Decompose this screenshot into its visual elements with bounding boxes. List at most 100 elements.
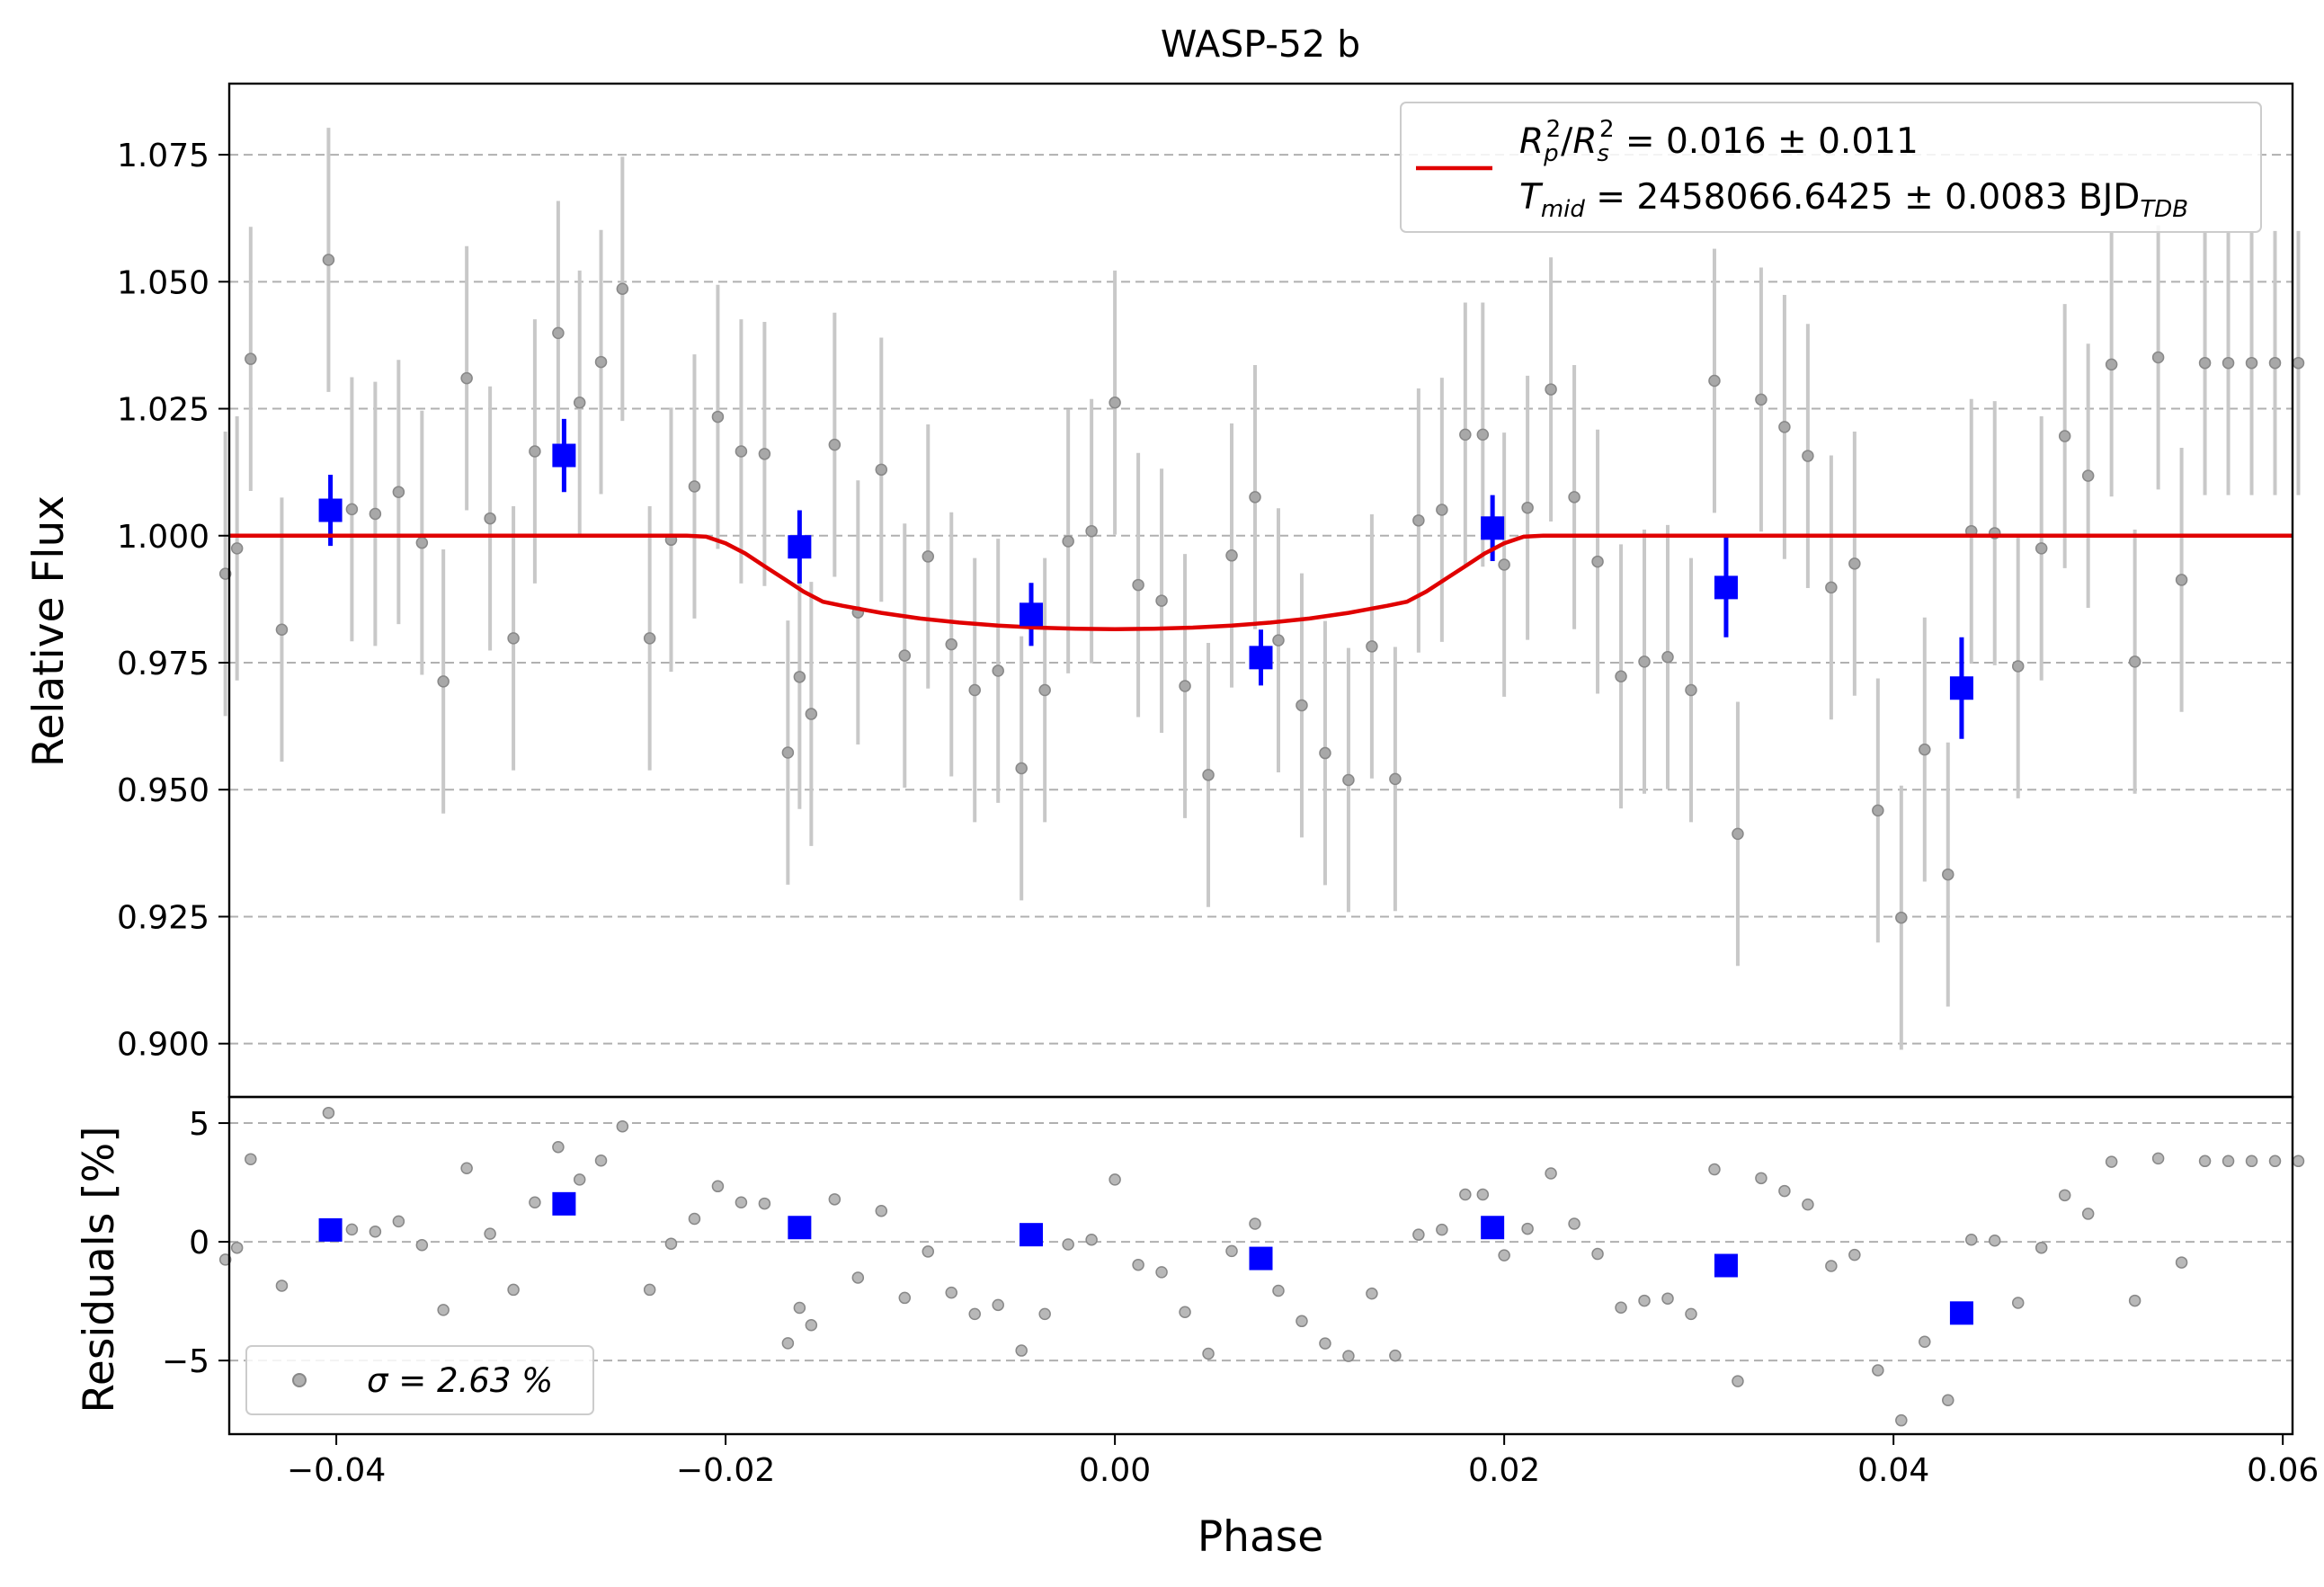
- raw-point: [1155, 594, 1168, 607]
- bottom-y-tick-label: 0: [189, 1225, 209, 1262]
- raw-point: [805, 708, 818, 720]
- binned-residual-point: [1481, 1216, 1505, 1240]
- raw-point: [230, 542, 244, 555]
- raw-point: [1459, 428, 1472, 441]
- residual-point: [2081, 1208, 2095, 1220]
- raw-point: [2081, 469, 2095, 482]
- residual-point: [992, 1298, 1004, 1312]
- residual-point: [1366, 1287, 1378, 1300]
- residual-point: [1436, 1223, 1448, 1236]
- raw-point: [1732, 827, 1744, 841]
- residual-point: [2198, 1155, 2212, 1168]
- residual-point: [1132, 1258, 1144, 1271]
- residual-point: [594, 1155, 608, 1167]
- residual-point: [573, 1173, 586, 1186]
- residual-point: [1459, 1188, 1472, 1201]
- residual-point: [1919, 1335, 1931, 1349]
- top-y-tick-label: 0.900: [117, 1027, 209, 1064]
- bottom-y-tick-label: −5: [162, 1343, 209, 1380]
- raw-point: [1802, 450, 1814, 462]
- residual-point: [1202, 1347, 1215, 1360]
- residual-point: [1296, 1315, 1308, 1328]
- binned-point: [1481, 516, 1505, 540]
- residual-point: [1272, 1284, 1285, 1297]
- raw-point: [2011, 660, 2025, 673]
- residual-point: [758, 1197, 771, 1210]
- residual-point: [1545, 1167, 1557, 1180]
- residual-point: [1615, 1301, 1627, 1314]
- x-axis-label: Phase: [1198, 1512, 1323, 1562]
- bottom-legend-box: [245, 1345, 594, 1415]
- raw-point: [616, 282, 629, 295]
- residual-point: [1015, 1344, 1028, 1357]
- residual-point: [968, 1307, 981, 1321]
- raw-point: [1062, 535, 1074, 548]
- residual-point: [1155, 1266, 1168, 1279]
- residual-point: [793, 1301, 806, 1315]
- top-y-tick-label: 1.075: [117, 138, 209, 174]
- raw-point: [1085, 524, 1098, 538]
- top-y-tick-label: 1.025: [117, 392, 209, 429]
- residual-point: [2222, 1155, 2235, 1168]
- top-y-tick-label: 1.050: [117, 264, 209, 301]
- binned-point: [1249, 646, 1273, 670]
- raw-point: [1919, 743, 1931, 756]
- raw-point: [992, 664, 1004, 677]
- residual-point: [643, 1283, 656, 1297]
- raw-point: [1848, 557, 1861, 570]
- y-axis-label-bottom: Residuals [%]: [75, 1126, 124, 1413]
- raw-point: [507, 632, 520, 645]
- residual-point: [1942, 1394, 1954, 1406]
- residual-point: [1661, 1292, 1674, 1305]
- raw-point: [643, 632, 656, 645]
- residual-point: [1498, 1249, 1510, 1262]
- x-tick-label: 0.00: [1079, 1452, 1151, 1489]
- raw-point: [1412, 514, 1425, 527]
- binned-residual-point: [1949, 1301, 1973, 1325]
- residual-point: [898, 1291, 912, 1305]
- residual-point: [437, 1304, 450, 1316]
- raw-point: [1319, 746, 1331, 760]
- residual-point: [460, 1162, 473, 1174]
- raw-point: [828, 438, 841, 451]
- legend-fit-line2: Tmid = 2458066.6425 ± 0.0083 BJDTDB: [1519, 177, 2188, 223]
- x-tick-label: 0.02: [1468, 1452, 1540, 1489]
- residual-point: [275, 1279, 289, 1292]
- residual-point: [230, 1241, 244, 1254]
- raw-point: [594, 355, 608, 369]
- binned-point: [1949, 676, 1973, 700]
- raw-point: [1296, 699, 1308, 712]
- residual-point: [1319, 1337, 1331, 1350]
- residual-point: [875, 1205, 888, 1217]
- binned-residual-point: [1249, 1246, 1273, 1270]
- raw-point: [484, 512, 496, 525]
- x-tick-label: −0.04: [287, 1452, 386, 1489]
- top-legend-box: [1400, 102, 2262, 233]
- x-tick-label: −0.02: [676, 1452, 775, 1489]
- binned-points: [318, 443, 1973, 700]
- raw-point: [758, 448, 771, 460]
- raw-point: [1132, 578, 1144, 592]
- residual-point: [1685, 1307, 1697, 1321]
- residual-point: [484, 1227, 496, 1240]
- transit-model-line: [229, 533, 2293, 631]
- residual-point: [2035, 1241, 2048, 1254]
- raw-point: [460, 371, 473, 385]
- raw-point: [1685, 683, 1697, 697]
- raw-point: [415, 536, 429, 549]
- raw-point: [1778, 421, 1791, 433]
- residual-point: [1342, 1350, 1355, 1362]
- bottom-y-tick-label: 5: [189, 1106, 209, 1143]
- residual-point: [1708, 1163, 1721, 1176]
- raw-point: [1568, 491, 1580, 504]
- residual-point: [2058, 1189, 2071, 1202]
- residual-point: [1965, 1233, 1978, 1246]
- raw-point: [793, 671, 806, 683]
- raw-point: [2222, 356, 2235, 370]
- residual-point: [1848, 1248, 1861, 1262]
- residual-point: [1038, 1307, 1051, 1321]
- residual-point: [245, 1153, 257, 1165]
- raw-point: [1708, 374, 1721, 388]
- x-tick-label: 0.06: [2247, 1452, 2319, 1489]
- raw-point: [2268, 356, 2282, 370]
